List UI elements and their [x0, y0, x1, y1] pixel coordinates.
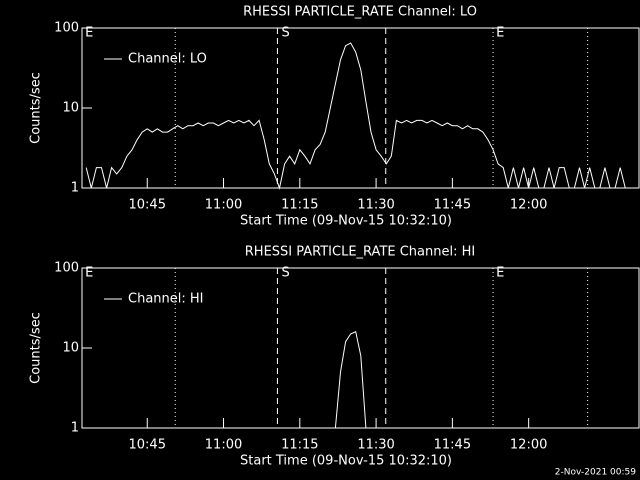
y-tick-label: 1: [71, 181, 79, 196]
marker-flag: E: [496, 26, 504, 41]
y-tick-label: 100: [54, 261, 79, 276]
y-tick-label: 10: [62, 101, 79, 116]
y-tick-label: 1: [71, 421, 79, 436]
legend-label: Channel: HI: [128, 292, 204, 307]
chart-title: RHESSI PARTICLE_RATE Channel: LO: [243, 5, 477, 20]
x-tick-label: 11:45: [434, 438, 471, 453]
x-tick-label: 12:00: [510, 438, 547, 453]
y-axis-label: Counts/sec: [29, 72, 44, 144]
marker-flag: E: [85, 26, 93, 41]
x-tick-label: 10:45: [129, 438, 166, 453]
footer-date: 2-Nov-2021 00:59: [555, 468, 637, 478]
x-axis-label: Start Time (09-Nov-15 10:32:10): [240, 454, 452, 469]
x-tick-label: 11:30: [357, 198, 394, 213]
x-tick-label: 11:00: [205, 198, 242, 213]
legend-label: Channel: LO: [128, 52, 207, 67]
data-line: [334, 330, 367, 429]
x-tick-label: 11:15: [281, 198, 318, 213]
y-tick-label: 100: [54, 21, 79, 36]
y-tick-label: 10: [62, 341, 79, 356]
x-tick-label: 11:15: [281, 438, 318, 453]
marker-flag: E: [85, 266, 93, 281]
marker-flag: S: [281, 26, 289, 41]
marker-flag: S: [281, 266, 289, 281]
y-axis-label: Counts/sec: [29, 312, 44, 384]
x-axis-label: Start Time (09-Nov-15 10:32:10): [240, 214, 452, 229]
x-tick-label: 11:00: [205, 438, 242, 453]
x-tick-label: 11:45: [434, 198, 471, 213]
data-line: [85, 42, 631, 190]
marker-flag: E: [496, 266, 504, 281]
x-tick-label: 11:30: [357, 438, 394, 453]
x-tick-label: 12:00: [510, 198, 547, 213]
chart-title: RHESSI PARTICLE_RATE Channel: HI: [245, 245, 475, 260]
x-tick-label: 10:45: [129, 198, 166, 213]
